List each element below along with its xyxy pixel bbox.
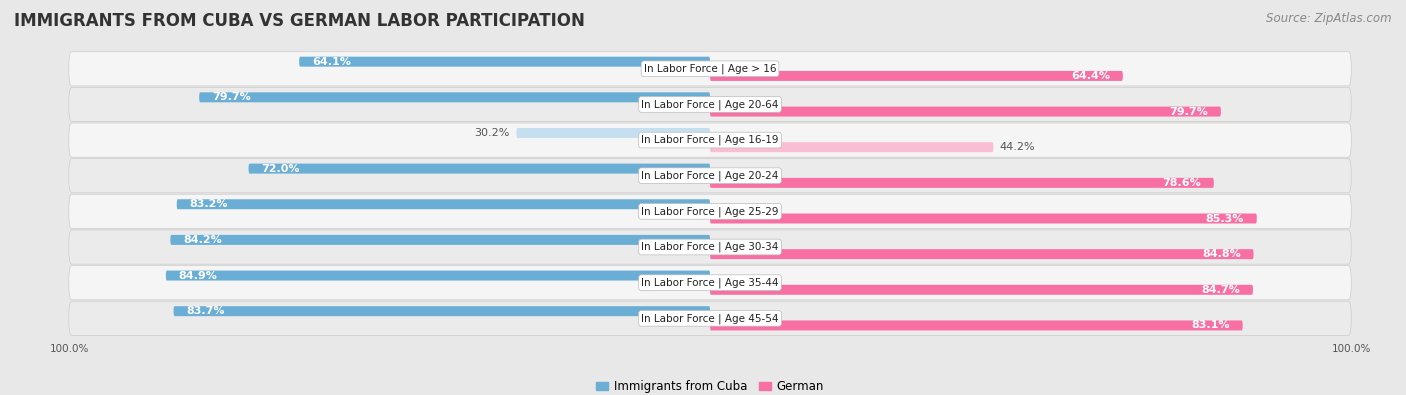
FancyBboxPatch shape (177, 199, 710, 209)
Text: In Labor Force | Age 35-44: In Labor Force | Age 35-44 (641, 277, 779, 288)
FancyBboxPatch shape (69, 87, 1351, 122)
FancyBboxPatch shape (710, 178, 1213, 188)
FancyBboxPatch shape (299, 56, 710, 67)
FancyBboxPatch shape (69, 159, 1351, 193)
Text: 64.4%: 64.4% (1071, 71, 1109, 81)
Text: 85.3%: 85.3% (1205, 214, 1244, 224)
FancyBboxPatch shape (710, 285, 1253, 295)
Text: In Labor Force | Age > 16: In Labor Force | Age > 16 (644, 64, 776, 74)
FancyBboxPatch shape (173, 306, 710, 316)
FancyBboxPatch shape (249, 164, 710, 173)
Text: 83.2%: 83.2% (190, 199, 228, 209)
Text: 84.2%: 84.2% (183, 235, 222, 245)
FancyBboxPatch shape (200, 92, 710, 102)
FancyBboxPatch shape (710, 142, 993, 152)
Text: 79.7%: 79.7% (212, 92, 250, 102)
Text: 84.7%: 84.7% (1201, 285, 1240, 295)
FancyBboxPatch shape (69, 123, 1351, 157)
FancyBboxPatch shape (170, 235, 710, 245)
FancyBboxPatch shape (710, 107, 1220, 117)
Text: 79.7%: 79.7% (1170, 107, 1208, 117)
Text: 30.2%: 30.2% (475, 128, 510, 138)
Text: In Labor Force | Age 20-64: In Labor Force | Age 20-64 (641, 99, 779, 110)
Text: 44.2%: 44.2% (1000, 142, 1035, 152)
Text: In Labor Force | Age 45-54: In Labor Force | Age 45-54 (641, 313, 779, 324)
FancyBboxPatch shape (710, 249, 1254, 259)
Text: 83.7%: 83.7% (187, 306, 225, 316)
Text: 84.8%: 84.8% (1202, 249, 1240, 259)
FancyBboxPatch shape (516, 128, 710, 138)
Text: 72.0%: 72.0% (262, 164, 299, 173)
Text: In Labor Force | Age 30-34: In Labor Force | Age 30-34 (641, 242, 779, 252)
FancyBboxPatch shape (166, 271, 710, 280)
Text: In Labor Force | Age 20-24: In Labor Force | Age 20-24 (641, 171, 779, 181)
FancyBboxPatch shape (710, 71, 1123, 81)
Text: 78.6%: 78.6% (1163, 178, 1201, 188)
FancyBboxPatch shape (69, 230, 1351, 264)
FancyBboxPatch shape (710, 320, 1243, 331)
FancyBboxPatch shape (69, 52, 1351, 86)
Text: In Labor Force | Age 16-19: In Labor Force | Age 16-19 (641, 135, 779, 145)
FancyBboxPatch shape (69, 265, 1351, 300)
Text: 83.1%: 83.1% (1191, 320, 1230, 331)
Text: 64.1%: 64.1% (312, 56, 352, 67)
Legend: Immigrants from Cuba, German: Immigrants from Cuba, German (592, 376, 828, 395)
Text: In Labor Force | Age 25-29: In Labor Force | Age 25-29 (641, 206, 779, 216)
Text: Source: ZipAtlas.com: Source: ZipAtlas.com (1267, 12, 1392, 25)
FancyBboxPatch shape (69, 301, 1351, 335)
FancyBboxPatch shape (710, 214, 1257, 224)
Text: IMMIGRANTS FROM CUBA VS GERMAN LABOR PARTICIPATION: IMMIGRANTS FROM CUBA VS GERMAN LABOR PAR… (14, 12, 585, 30)
Text: 84.9%: 84.9% (179, 271, 218, 280)
FancyBboxPatch shape (69, 194, 1351, 228)
